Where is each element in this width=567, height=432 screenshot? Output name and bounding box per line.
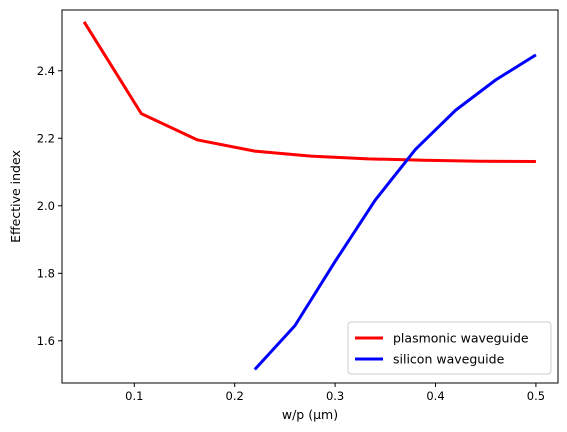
x-axis-label: w/p (μm) [282, 407, 338, 422]
legend-box [347, 321, 552, 375]
y-axis-label: Effective index [8, 150, 23, 243]
x-tick-label: 0.3 [326, 389, 344, 403]
y-tick-label: 1.8 [37, 266, 55, 280]
legend: plasmonic waveguide silicon waveguide [347, 321, 552, 375]
x-axis-ticks: 0.1 0.2 0.3 0.4 0.5 [125, 383, 545, 403]
series-line-0 [82, 21, 536, 164]
plot-background [62, 10, 558, 383]
y-tick-label: 1.6 [37, 334, 55, 348]
legend-label-plasmonic: plasmonic waveguide [393, 331, 529, 346]
plot-frame [61, 9, 559, 384]
x-tick-label: 0.5 [527, 389, 545, 403]
series-layer [82, 21, 537, 371]
legend-label-silicon: silicon waveguide [393, 352, 505, 367]
y-axis-ticks: 1.6 1.8 2.0 2.2 2.4 [37, 64, 62, 348]
y-tick-label: 2.0 [37, 199, 55, 213]
series-line-1 [253, 53, 537, 371]
y-tick-label: 2.2 [37, 131, 55, 145]
x-tick-label: 0.2 [226, 389, 244, 403]
y-tick-label: 2.4 [37, 64, 55, 78]
x-tick-label: 0.1 [125, 389, 143, 403]
x-tick-label: 0.4 [426, 389, 444, 403]
